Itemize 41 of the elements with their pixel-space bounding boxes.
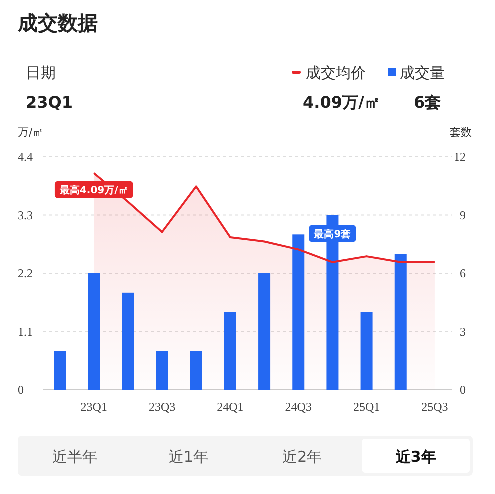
legend-label: 成交均价 [306, 64, 366, 82]
bar [190, 351, 202, 390]
bar [394, 254, 407, 390]
x-tick-label: 25Q3 [422, 400, 448, 414]
chart-title: 成交数据 [17, 11, 98, 35]
y-tick-label: 2.2 [18, 266, 33, 280]
text: 6套 [414, 93, 442, 112]
y2-tick-label: 12 [454, 150, 466, 164]
x-tick-label: 25Q1 [353, 400, 380, 414]
text: 近半年 [52, 448, 98, 466]
bar [122, 292, 134, 390]
y2-tick-label: 9 [460, 208, 466, 222]
bar [258, 274, 271, 390]
bar [88, 274, 100, 390]
text: 近1年 [168, 448, 208, 466]
y-tick-label: 1.1 [18, 324, 33, 339]
bar [224, 312, 236, 390]
y-axis-title: 万/㎡ [18, 126, 44, 139]
text: 23Q1 [26, 93, 73, 112]
text: 4.09万/㎡ [303, 93, 380, 112]
bar [360, 312, 373, 390]
text: 日期 [26, 64, 56, 82]
x-tick-label: 23Q1 [80, 400, 108, 414]
y-tick-label: 3.3 [18, 208, 33, 222]
y2-tick-label: 6 [460, 266, 466, 280]
bar [54, 351, 66, 390]
y2-axis-title: 套数 [450, 126, 472, 139]
y-tick-label: 4.4 [18, 150, 33, 164]
y2-tick-label: 0 [460, 383, 466, 397]
x-tick-label: 24Q3 [285, 400, 312, 414]
x-tick-label: 24Q1 [217, 400, 244, 414]
annotation: 最高9套 [313, 228, 352, 240]
bar [292, 234, 305, 390]
legend-label: 成交量 [400, 64, 445, 82]
text: 近3年 [394, 448, 436, 466]
y2-tick-label: 3 [460, 324, 466, 339]
y-tick-label: 0 [18, 383, 24, 397]
annotation: 最高4.09万/㎡ [58, 184, 128, 196]
x-tick-label: 23Q3 [148, 400, 176, 414]
text: 近2年 [282, 448, 322, 466]
bar [156, 351, 168, 390]
